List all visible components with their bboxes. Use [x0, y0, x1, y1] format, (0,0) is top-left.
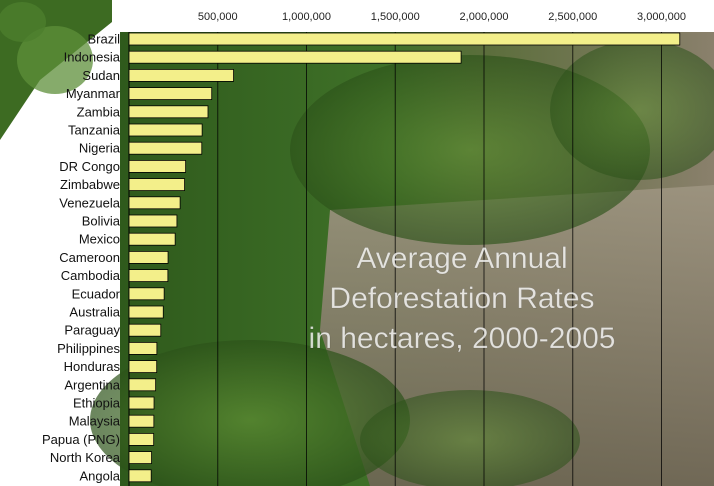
category-label: Australia [69, 305, 120, 320]
bar [128, 50, 462, 64]
category-label: Ethiopia [73, 396, 121, 411]
category-label: Papua (PNG) [42, 432, 120, 447]
bar [128, 341, 158, 355]
x-tick-label: 3,000,000 [637, 11, 686, 23]
bar [128, 396, 155, 410]
x-tick-labels: 500,000 1,000,000 1,500,000 2,000,000 2,500,… [198, 11, 686, 23]
category-label: Argentina [64, 377, 120, 392]
bar [128, 196, 181, 210]
chart-title: Average Annual Deforestation Rates in he… [308, 242, 616, 356]
category-label: Philippines [57, 341, 120, 356]
bar [128, 141, 203, 155]
category-label: Nigeria [79, 141, 121, 156]
category-label: Sudan [82, 68, 120, 83]
bar [128, 123, 203, 137]
bar [128, 69, 234, 82]
bar [128, 214, 178, 228]
bar [128, 414, 155, 428]
category-label: Bolivia [82, 214, 121, 229]
category-label: Venezuela [59, 195, 120, 210]
x-tick-label: 2,000,000 [460, 11, 509, 23]
bar [128, 451, 152, 465]
category-label: Ecuador [72, 286, 121, 301]
bars [128, 32, 681, 483]
category-label: North Korea [50, 450, 121, 465]
bar [128, 323, 162, 337]
category-label: Tanzania [68, 123, 121, 138]
category-labels: Brazil Indonesia Sudan Myanmar Zambia Tanzani… [42, 32, 121, 484]
category-label: Mexico [79, 232, 120, 247]
x-tick-label: 1,000,000 [282, 11, 331, 23]
bar [128, 305, 164, 319]
bar [128, 105, 209, 119]
bar [128, 287, 165, 301]
x-tick-label: 2,500,000 [548, 11, 597, 23]
bar [128, 378, 157, 392]
bar [128, 360, 158, 374]
category-label: Malaysia [69, 414, 121, 429]
category-label: Brazil [87, 32, 120, 47]
category-label: Paraguay [64, 323, 120, 338]
bar [128, 250, 169, 264]
category-label: DR Congo [59, 159, 120, 174]
bar [128, 159, 187, 173]
title-line-2: Deforestation Rates [329, 282, 594, 315]
category-label: Zimbabwe [60, 177, 120, 192]
bar [128, 232, 176, 246]
category-label: Myanmar [66, 86, 121, 101]
x-tick-label: 1,500,000 [371, 11, 420, 23]
bar [128, 87, 213, 100]
x-tick-label: 500,000 [198, 11, 238, 23]
bar [128, 432, 155, 446]
title-line-1: Average Annual [356, 242, 567, 275]
category-label: Angola [80, 468, 121, 483]
bar [128, 178, 185, 192]
category-label: Honduras [64, 359, 121, 374]
bar [128, 269, 169, 283]
category-label: Indonesia [64, 50, 121, 65]
gridlines [128, 32, 662, 486]
category-label: Cameroon [59, 250, 120, 265]
category-label: Zambia [77, 104, 121, 119]
bar [128, 32, 681, 46]
category-label: Cambodia [61, 268, 121, 283]
title-line-3: in hectares, 2000-2005 [309, 322, 616, 355]
bar [128, 469, 152, 483]
